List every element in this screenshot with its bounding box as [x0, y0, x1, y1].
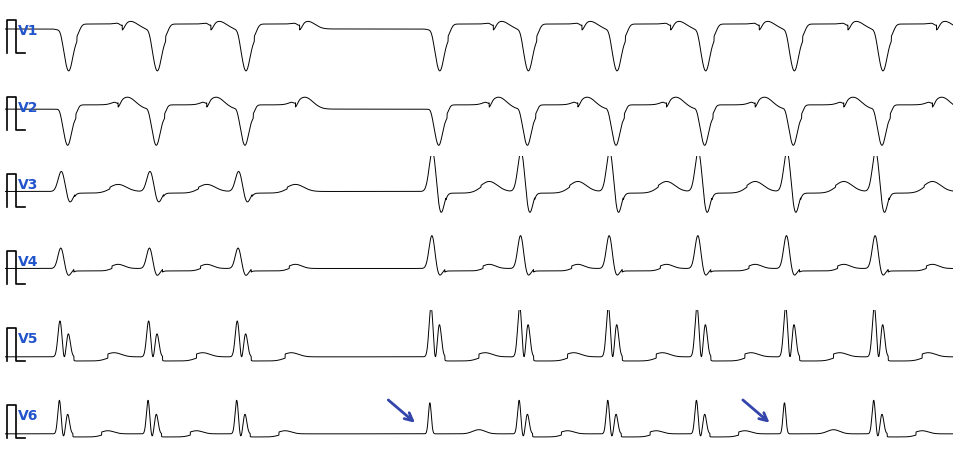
Text: V5: V5 [18, 332, 38, 346]
Text: V4: V4 [18, 255, 38, 269]
Text: V2: V2 [18, 101, 38, 115]
Text: V1: V1 [18, 24, 38, 38]
Text: V6: V6 [18, 409, 38, 423]
Text: V3: V3 [18, 178, 38, 192]
